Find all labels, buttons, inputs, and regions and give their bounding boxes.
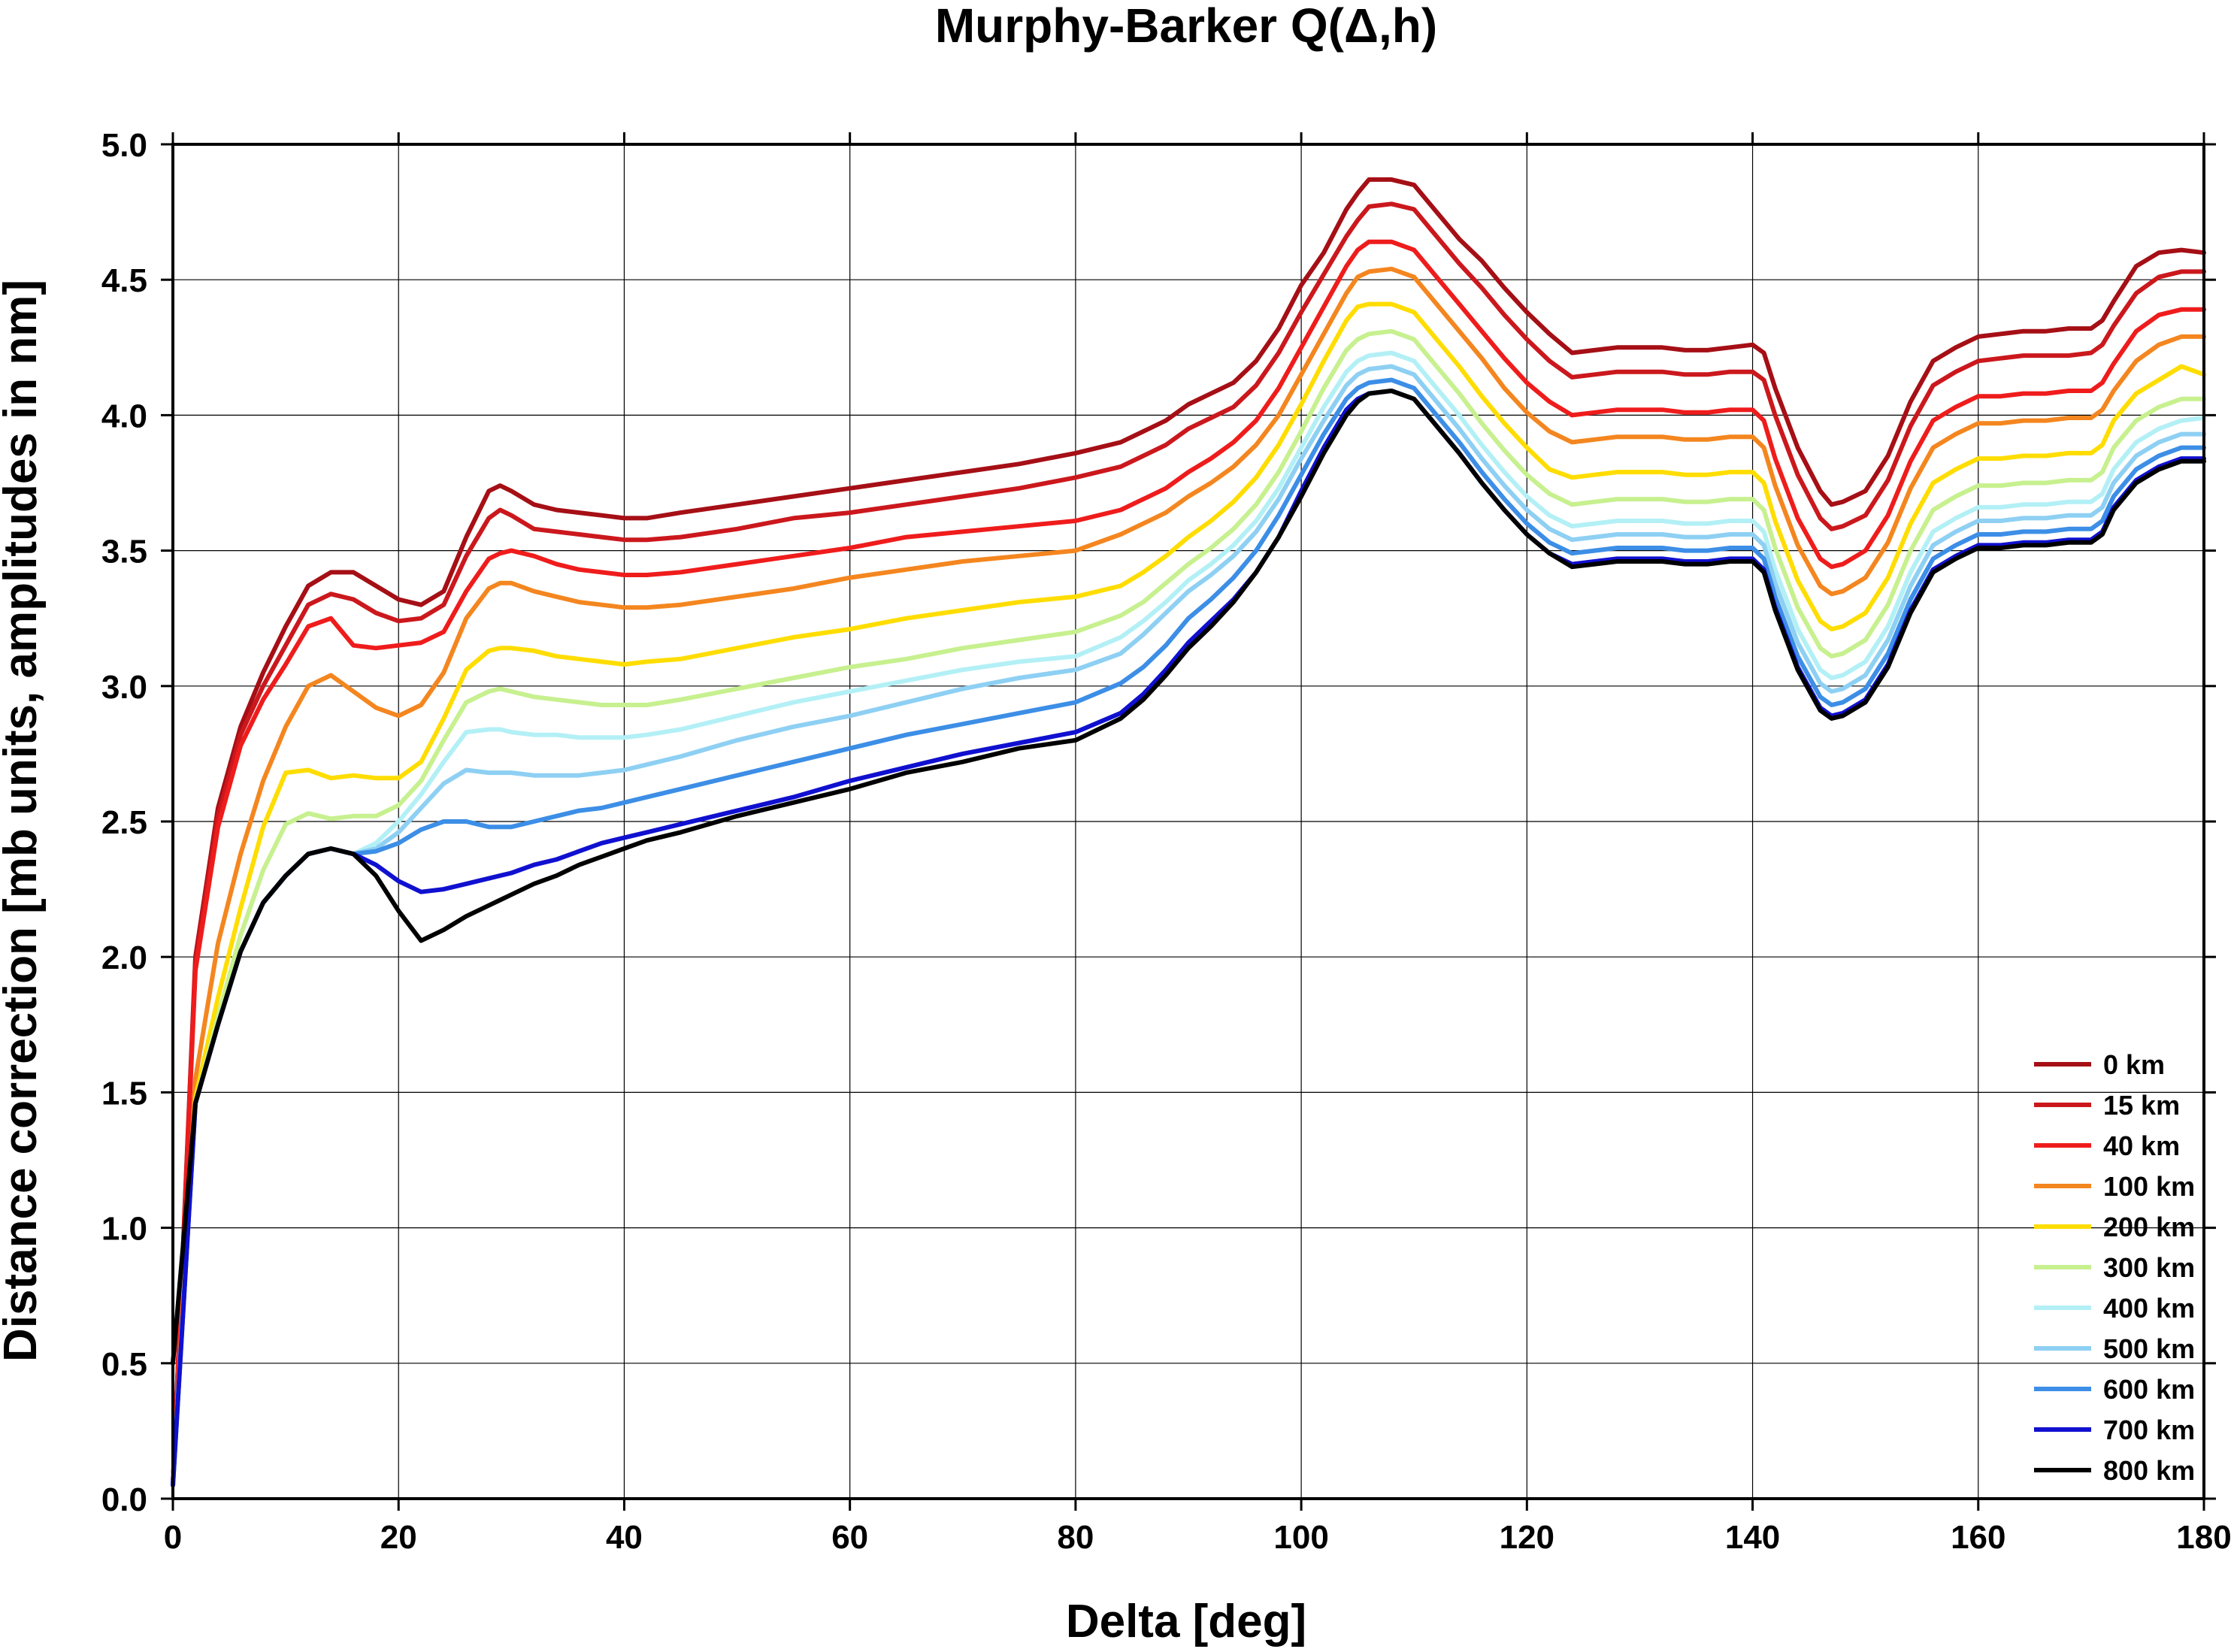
- series-line-400-km: [171, 350, 2206, 1487]
- legend-label: 15 km: [2103, 1090, 2180, 1121]
- y-tick-label: 0.5: [101, 1346, 147, 1383]
- x-tick-label: 40: [606, 1519, 643, 1556]
- legend-label: 800 km: [2103, 1455, 2195, 1486]
- x-tick-label: 140: [1725, 1519, 1780, 1556]
- legend-label: 300 km: [2103, 1252, 2195, 1283]
- series-line-600-km: [171, 377, 2206, 1487]
- y-axis-label: Distance correction [mb units, amplitude…: [0, 280, 47, 1362]
- legend-label: 100 km: [2103, 1171, 2195, 1202]
- y-tick-label: 1.5: [101, 1075, 147, 1112]
- x-tick-label: 180: [2176, 1519, 2231, 1556]
- y-tick-label: 2.5: [101, 804, 147, 841]
- y-tick-label: 1.0: [101, 1211, 147, 1248]
- legend-label: 600 km: [2103, 1374, 2195, 1405]
- grid-lines: [172, 144, 2205, 1499]
- y-tick-label: 3.0: [101, 669, 147, 706]
- legend-label: 700 km: [2103, 1414, 2195, 1445]
- series-line-300-km: [171, 328, 2206, 1487]
- x-tick-label: 80: [1057, 1519, 1094, 1556]
- x-axis-label: Delta [deg]: [1066, 1596, 1306, 1647]
- series-line-100-km: [171, 266, 2206, 1487]
- y-tick-label: 5.0: [101, 127, 147, 164]
- legend-label: 200 km: [2103, 1212, 2195, 1242]
- x-tick-label: 20: [380, 1519, 417, 1556]
- y-tick-label: 3.5: [101, 534, 147, 570]
- x-tick-label: 100: [1273, 1519, 1328, 1556]
- y-tick-label: 0.0: [101, 1481, 147, 1518]
- chart-title: Murphy-Barker Q(Δ,h): [935, 0, 1437, 53]
- x-tick-label: 160: [1951, 1519, 2005, 1556]
- series-line-40-km: [171, 239, 2206, 1487]
- series-line-15-km: [171, 201, 2206, 1487]
- series-line-500-km: [171, 364, 2206, 1487]
- x-tick-label: 120: [1500, 1519, 1554, 1556]
- legend-label: 0 km: [2103, 1049, 2165, 1080]
- y-tick-label: 4.5: [101, 262, 147, 299]
- legend-label: 400 km: [2103, 1293, 2195, 1324]
- series-line-800-km: [171, 389, 2206, 1366]
- series-line-200-km: [171, 301, 2206, 1487]
- legend-label: 500 km: [2103, 1333, 2195, 1364]
- y-tick-label: 4.0: [101, 398, 147, 434]
- x-tick-label: 0: [164, 1519, 182, 1556]
- legend-label: 40 km: [2103, 1130, 2180, 1161]
- legend: 0 km 15 km 40 km 100 km 200 km 300 km 400 km 50…: [2034, 1049, 2195, 1486]
- series-lines: [171, 177, 2206, 1487]
- series-line-0-km: [171, 177, 2206, 1487]
- axis-ticks: 0 20 40 60 80 100 120 140 160 180 0.0 0.5 1.0 1.5 2.0 2…: [101, 127, 2232, 1556]
- y-tick-label: 2.0: [101, 939, 147, 976]
- x-tick-label: 60: [831, 1519, 868, 1556]
